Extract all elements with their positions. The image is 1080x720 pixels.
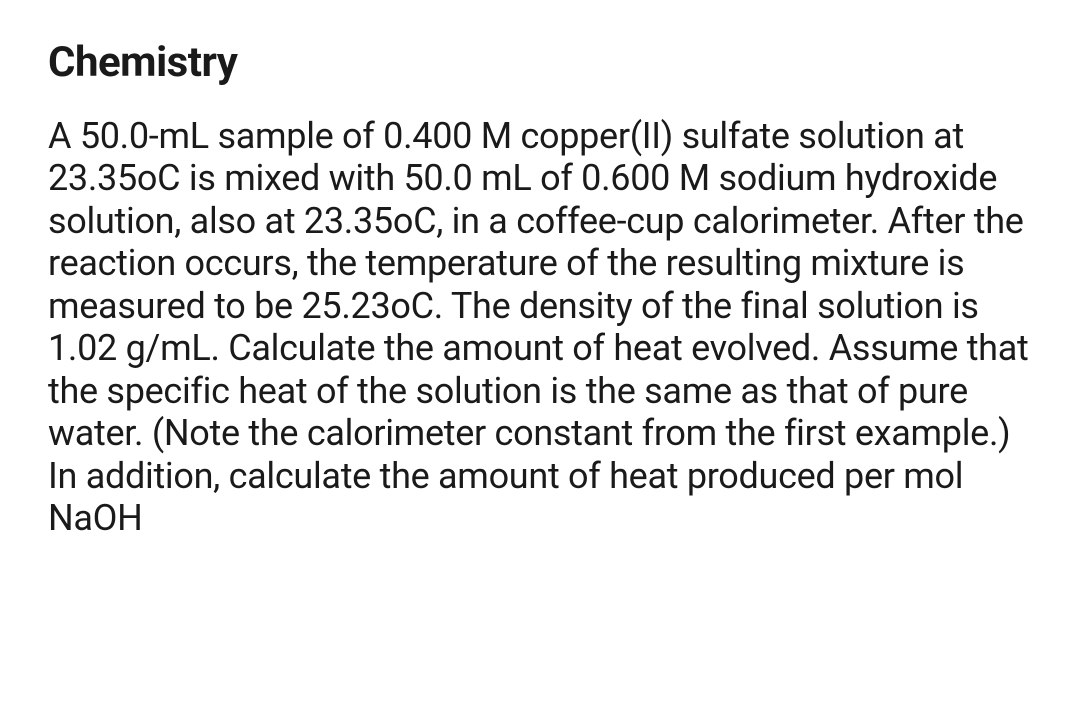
problem-statement: A 50.0-mL sample of 0.400 M copper(II) s… xyxy=(48,115,1032,540)
page-heading: Chemistry xyxy=(48,38,1032,87)
